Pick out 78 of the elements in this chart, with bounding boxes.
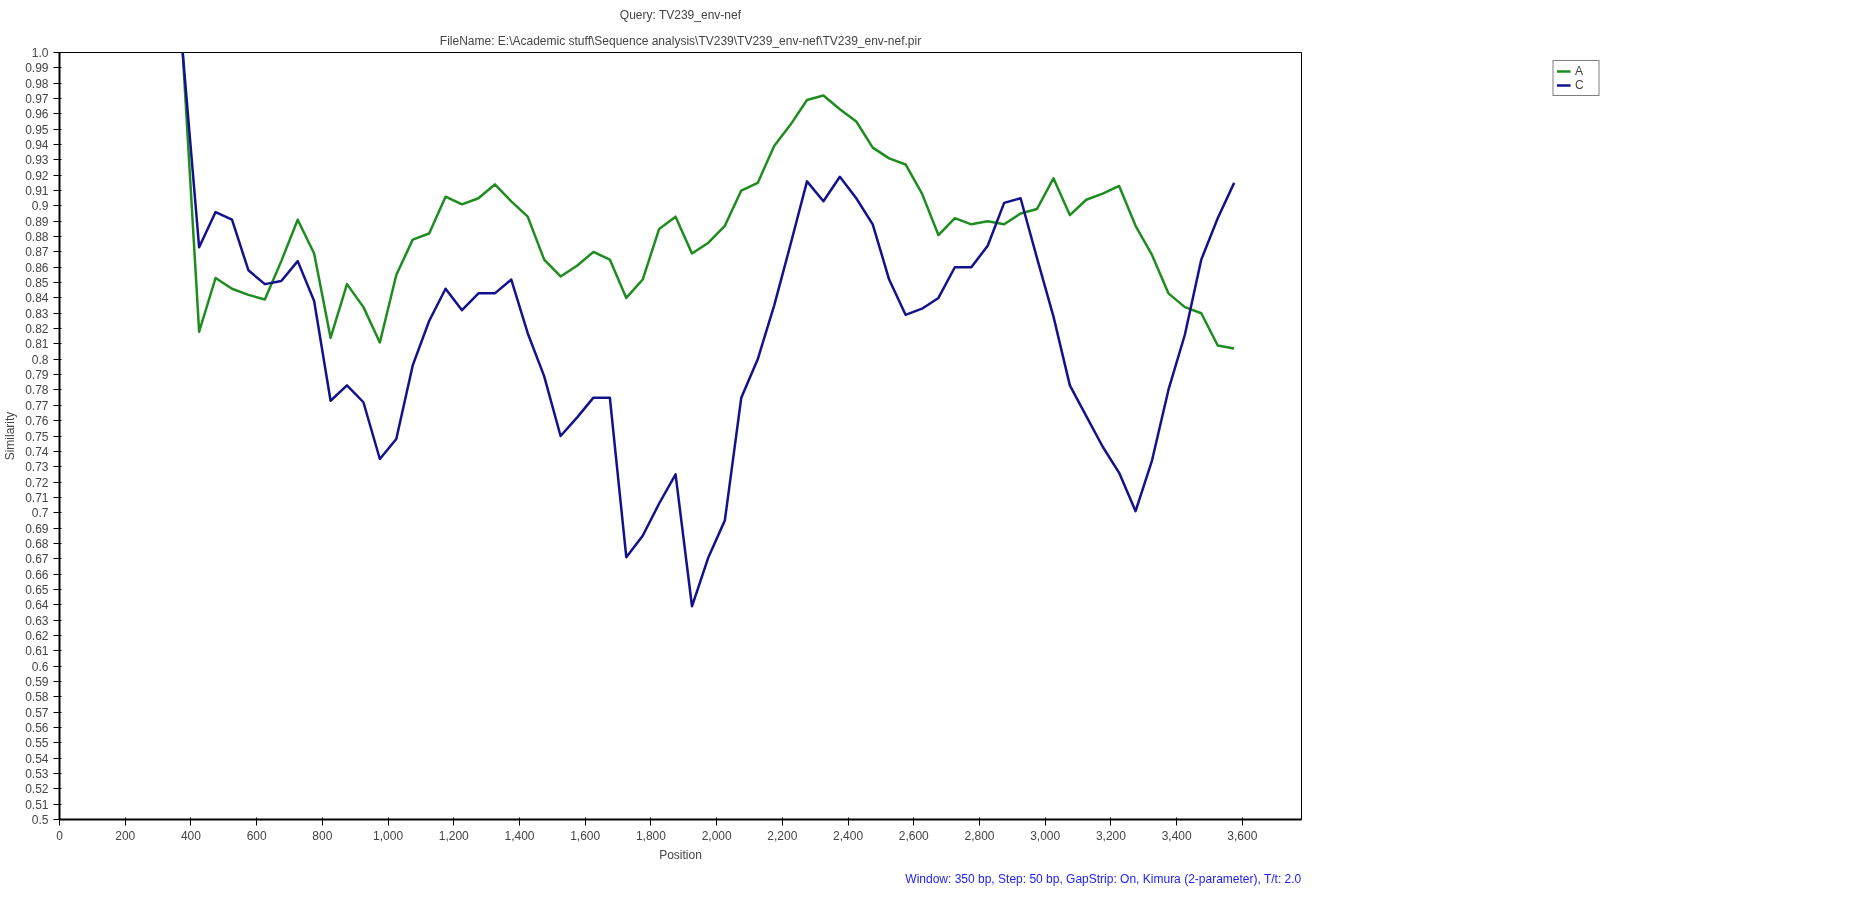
y-tick-label: 0.97 (25, 92, 49, 107)
chart-title: Query: TV239_env-nef (619, 7, 742, 22)
y-tick-label: 0.99 (25, 61, 49, 76)
y-tick-label: 0.61 (25, 644, 49, 659)
y-tick-label: 0.54 (25, 751, 49, 766)
y-tick-label: 0.78 (25, 383, 49, 398)
y-tick-label: 0.83 (25, 306, 49, 321)
y-axis-title: Similarity (3, 411, 18, 461)
y-tick-label: 0.51 (25, 797, 49, 812)
y-tick-label: 0.59 (25, 674, 49, 689)
y-tick-label: 0.84 (25, 291, 49, 306)
x-tick-label: 400 (180, 828, 202, 843)
y-tick-label: 0.77 (25, 398, 49, 413)
y-tick-label: 0.9 (31, 199, 49, 214)
y-tick-label: 0.62 (25, 628, 49, 643)
y-tick-label: 0.52 (25, 782, 49, 797)
x-tick-label: 2,600 (898, 828, 930, 843)
y-tick-label: 0.87 (25, 245, 49, 260)
y-tick-label: 0.96 (25, 107, 49, 122)
x-tick-label: 800 (312, 828, 333, 843)
y-tick-label: 0.98 (25, 76, 49, 91)
y-tick-label: 0.68 (25, 536, 49, 551)
y-tick-label: 0.92 (25, 168, 49, 183)
y-tick-label: 0.91 (25, 184, 49, 199)
x-tick-label: 1,400 (504, 828, 535, 843)
x-tick-label: 2,200 (767, 828, 798, 843)
y-tick-label: 0.67 (25, 552, 49, 567)
y-tick-label: 0.6 (31, 659, 49, 674)
x-tick-label: 3,000 (1030, 828, 1061, 843)
y-tick-label: 0.85 (25, 276, 49, 291)
x-tick-label: 3,200 (1095, 828, 1127, 843)
y-tick-label: 0.75 (25, 429, 49, 444)
y-tick-label: 0.65 (25, 582, 49, 597)
x-tick-label: 3,600 (1227, 828, 1258, 843)
x-tick-label: 3,400 (1161, 828, 1192, 843)
y-tick-label: 0.66 (25, 567, 49, 582)
y-tick-label: 0.64 (25, 598, 49, 613)
y-tick-label: 0.89 (25, 214, 49, 229)
x-axis-title: Position (659, 847, 702, 862)
y-tick-label: 0.73 (25, 460, 49, 475)
text: Window: 350 bp, Step: 50 bp, GapStrip: On, Kimura (2-parameter), T/t: 2.0 (905, 871, 1302, 886)
y-tick-label: 0.86 (25, 260, 49, 275)
x-tick-label: 2,000 (701, 828, 732, 843)
y-tick-label: 0.71 (25, 490, 49, 505)
legend-label: C (1575, 78, 1585, 92)
x-tick-label: 1,600 (570, 828, 601, 843)
y-tick-label: 0.5 (31, 813, 49, 827)
x-tick-label: 2,400 (833, 828, 864, 843)
y-tick-label: 0.58 (25, 690, 49, 705)
x-tick-label: 1,000 (373, 828, 404, 843)
x-tick-label: 200 (115, 828, 136, 843)
y-tick-label: 0.88 (25, 230, 49, 245)
y-tick-label: 0.57 (25, 705, 49, 720)
y-tick-label: 0.94 (25, 138, 49, 153)
y-tick-label: 0.69 (25, 521, 49, 536)
y-tick-label: 0.93 (25, 153, 49, 168)
line-series (181, 52, 1236, 608)
x-tick-label: 2,800 (964, 828, 995, 843)
y-tick-label: 0.8 (31, 352, 49, 367)
y-tick-label: 0.76 (25, 414, 49, 429)
chart-subtitle: FileName: E:\Academic stuff\Sequence analysis\TV239\TV239_env-nef\TV239_env-nef.pir (439, 33, 922, 48)
y-tick-label: 0.55 (25, 736, 49, 751)
x-tick-label: 1,200 (438, 828, 470, 843)
y-tick-label: 0.95 (25, 122, 49, 137)
x-tick-label: 600 (246, 828, 267, 843)
y-tick-label: 1.0 (31, 46, 49, 60)
y-tick-label: 0.81 (25, 337, 49, 352)
y-tick-label: 0.56 (25, 720, 49, 735)
y-tick-label: 0.63 (25, 613, 49, 628)
y-tick-label: 0.79 (25, 368, 49, 383)
y-tick-label: 0.74 (25, 444, 49, 459)
x-tick-label: 0 (56, 828, 64, 843)
y-tick-label: 0.7 (31, 506, 49, 521)
y-tick-label: 0.53 (25, 766, 49, 781)
legend-label: A (1575, 64, 1584, 78)
y-tick-label: 0.82 (25, 322, 49, 337)
x-tick-label: 1,800 (635, 828, 667, 843)
y-tick-label: 0.72 (25, 475, 49, 490)
